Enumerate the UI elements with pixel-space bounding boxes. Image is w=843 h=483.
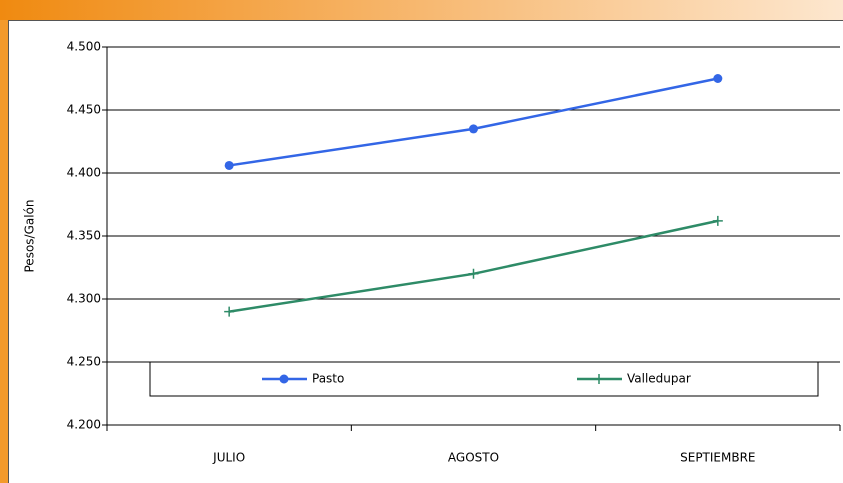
data-point <box>469 124 478 134</box>
y-axis-label: Pesos/Galón <box>23 199 37 272</box>
y-tick-label: 4.350 <box>67 229 101 243</box>
legend-label: Pasto <box>312 372 344 386</box>
y-tick-label: 4.250 <box>67 355 101 369</box>
x-tick-label: SEPTIEMBRE <box>680 451 755 465</box>
y-tick-label: 4.500 <box>67 40 101 54</box>
y-tick-label: 4.450 <box>67 103 101 117</box>
legend-marker <box>594 374 604 384</box>
data-point <box>713 74 723 83</box>
legend-box <box>149 361 819 397</box>
data-point <box>224 160 234 170</box>
data-point <box>224 306 235 317</box>
series-line <box>228 219 719 313</box>
x-tick-label: JULIO <box>212 451 245 465</box>
legend-marker <box>279 374 289 384</box>
panel <box>8 20 843 483</box>
data-point <box>712 215 723 226</box>
data-point <box>468 268 479 279</box>
legend-label: Valledupar <box>627 372 691 386</box>
x-tick-label: AGOSTO <box>448 451 499 465</box>
title-bar <box>0 0 843 20</box>
series-line <box>228 77 719 167</box>
y-tick-label: 4.300 <box>67 292 101 306</box>
y-tick-label: 4.200 <box>67 418 101 432</box>
y-tick-label: 4.400 <box>67 166 101 180</box>
